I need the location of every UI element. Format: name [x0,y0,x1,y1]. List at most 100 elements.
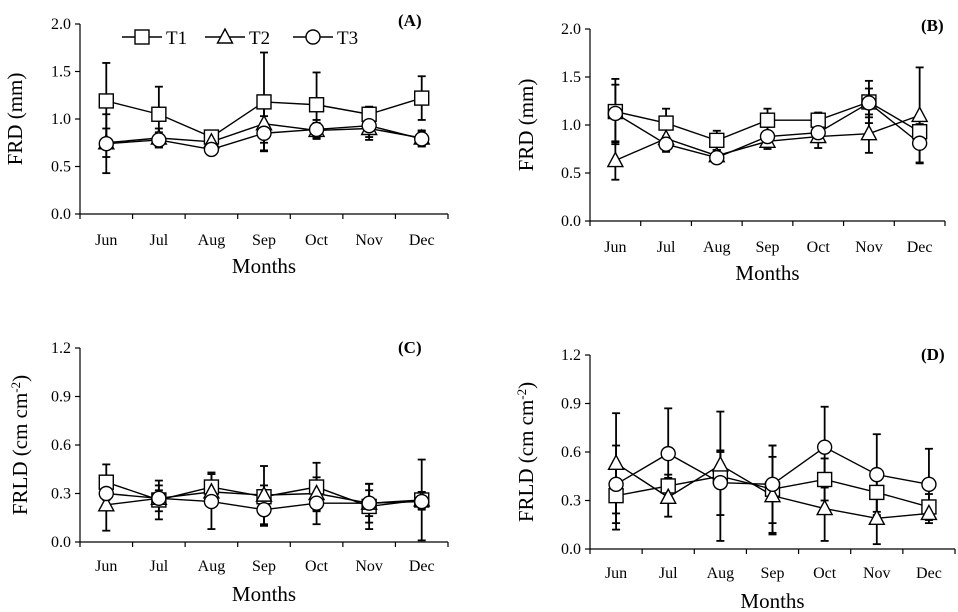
data-point-T3 [709,149,725,166]
legend: T1 T2 T3 [122,27,358,49]
series-T3 [612,405,933,525]
data-point-T2 [711,455,730,472]
data-point-T3 [869,466,885,483]
legend-marker-T1 [134,29,150,45]
y-axis-title: FRD (mm) [3,73,27,166]
data-point-T3 [608,476,624,493]
data-point-T3 [98,135,114,152]
data-point-T3 [759,128,776,145]
y-tick-label: 1.5 [561,69,581,86]
y-tick-label: 1.5 [51,64,71,81]
data-point-T2 [920,503,938,521]
x-tick-label: Jun [604,239,626,256]
x-tick-label: Oct [813,565,837,582]
x-tick-label: Aug [198,558,226,575]
x-tick-label: Jul [659,565,678,582]
y-tick-label: 1.2 [51,340,71,357]
x-tick-label: Nov [863,565,891,582]
y-tick-label: 0.5 [51,159,71,176]
data-point-T3 [308,121,325,138]
panel-label: (C) [398,338,422,357]
x-tick-label: Aug [198,232,226,249]
data-point-T3 [921,476,937,493]
data-point-T3 [151,490,167,507]
data-point-T2 [97,495,115,512]
y-tick-label: 0.9 [51,389,71,406]
data-point-T2 [659,487,677,504]
x-tick-label: Dec [916,565,942,582]
data-point-T3 [712,475,729,491]
panels-group: 0.0 0.5 1.0 1.5 2.0 Jun Jul Aug Sep Oct Nov Dec Mont… [3,11,956,612]
x-tick-label: Jun [95,232,117,249]
chart-panel-4: 0.0 0.3 0.6 0.9 1.2 Jun Jul Aug Sep Oct Nov Dec Mont… [514,345,956,612]
data-point-T3 [361,117,377,134]
x-tick-label: Jun [95,558,117,575]
markers-T2 [607,453,938,525]
y-tick-label: 0.3 [51,486,71,503]
data-point-T3 [764,476,781,493]
y-tick-label: 0.0 [51,534,71,551]
y-tick-label: 2.0 [51,16,71,33]
data-point-T2 [815,499,834,516]
data-point-T3 [203,141,220,158]
data-point-T3 [414,493,430,510]
data-point-T1 [256,94,272,110]
data-point-T3 [203,493,220,510]
y-tick-label: 0.6 [561,444,581,461]
x-axis-title: Months [735,261,799,285]
x-tick-label: Jul [150,232,169,249]
y-tick-label: 2.0 [561,21,581,38]
x-tick-label: Oct [807,239,831,256]
data-point-T3 [660,445,676,462]
x-tick-label: Dec [409,558,435,575]
x-axis-title: Months [232,254,296,278]
x-tick-label: Dec [409,232,435,249]
data-point-T2 [868,508,886,525]
data-point-T2 [607,453,625,471]
y-tick-label: 1.2 [561,347,581,364]
x-tick-label: Aug [707,565,735,582]
legend-marker-T3 [305,29,321,45]
x-tick-label: Jul [150,558,169,575]
panel-label: (A) [398,11,422,30]
legend-label: T1 [166,28,187,49]
panel-label: (B) [921,16,944,35]
data-point-T3 [361,495,377,511]
x-tick-label: Jul [657,239,676,256]
data-point-T1 [151,106,167,122]
markers-T3 [98,485,430,518]
markers-T3 [98,117,430,158]
y-axis-title: FRLD (cm cm-2) [514,382,539,522]
x-tick-label: Nov [355,558,383,575]
data-point-T1 [759,112,776,128]
data-point-T3 [861,95,877,111]
data-point-T1 [414,90,430,106]
y-tick-label: 0.6 [51,437,71,454]
y-tick-label: 0.0 [561,213,581,230]
markers-T3 [608,439,937,493]
data-point-T3 [256,125,272,141]
data-point-T1 [308,97,325,113]
x-axis-title: Months [740,589,804,612]
y-tick-label: 1.0 [51,111,71,128]
x-tick-label: Dec [907,239,933,256]
x-tick-label: Sep [761,565,785,582]
data-point-T2 [910,105,929,123]
x-axis-title: Months [232,582,296,606]
data-point-T3 [911,135,928,151]
legend-marker-T2 [216,27,234,44]
y-axis-title: FRD (mm) [514,79,538,172]
data-point-T2 [255,485,273,502]
x-tick-label: Sep [252,558,276,575]
y-tick-label: 0.9 [561,396,581,413]
data-point-T3 [414,131,430,147]
x-tick-label: Oct [305,558,329,575]
x-tick-label: Sep [252,232,276,249]
data-point-T3 [658,136,674,152]
legend-label: T2 [249,28,270,49]
y-tick-label: 0.5 [561,165,581,182]
chart-panel-1: 0.0 0.5 1.0 1.5 2.0 Jun Jul Aug Sep Oct Nov Dec Mont… [3,11,449,278]
data-point-T3 [607,105,624,122]
x-tick-label: Aug [703,239,731,256]
